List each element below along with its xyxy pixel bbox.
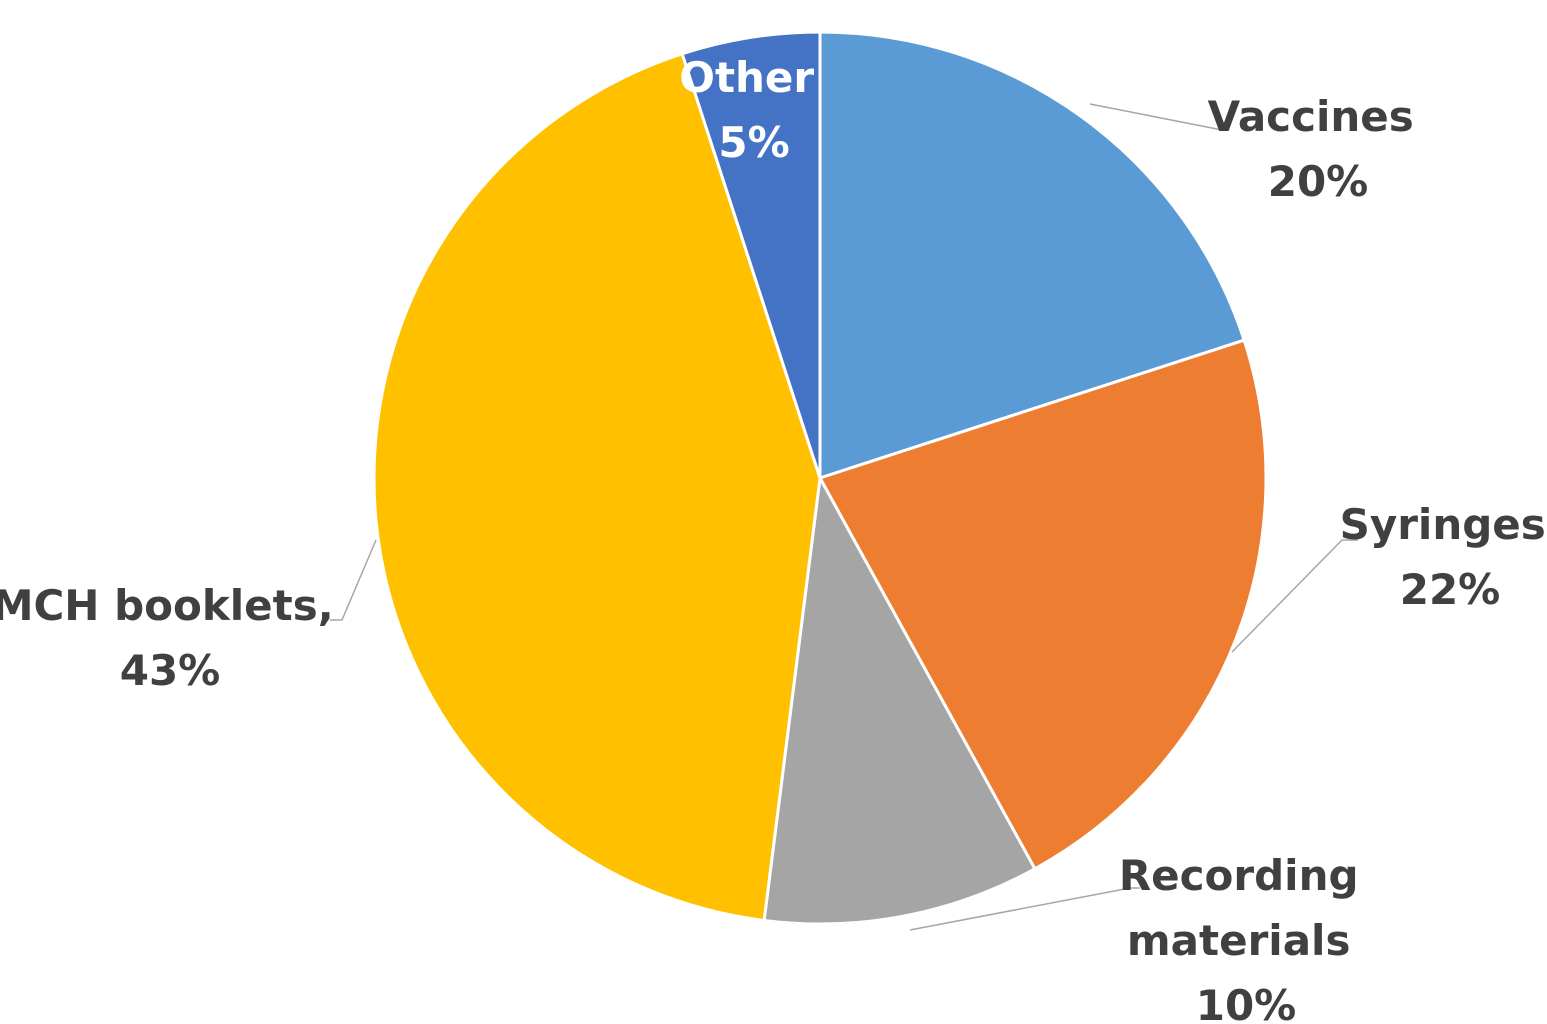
slice-label-recording-materials: Recording materials 10% [1119,851,1373,1024]
slice-label-syringes-name: Syringes [1340,500,1546,549]
slice-label-syringes-value: 22% [1400,565,1501,614]
pie-slice-recording-materials [762,473,1037,926]
slice-label-mch-booklets-value: 43% [120,646,221,695]
slice-labels: Vaccines 20% Syringes 22% Recording mate… [0,53,1547,1024]
leader-line-vaccines [1089,103,1223,131]
leader-lines [330,103,1358,931]
slice-label-other-name: Other [679,53,814,102]
leader-line-recording-materials [909,887,1140,931]
slice-label-recording-materials-line2: materials [1127,916,1351,965]
pie-slice-vaccines [818,30,1247,481]
pie-slice-other [680,30,822,479]
slice-label-vaccines-value: 20% [1268,157,1369,206]
slice-label-other-value: 5% [718,118,789,167]
slice-label-syringes: Syringes 22% [1340,500,1547,614]
slice-label-mch-booklets: MCH booklets, 43% [0,581,348,695]
pie-slice-mch-booklets [372,51,822,923]
slice-label-other: Other 5% [679,53,829,167]
slice-label-vaccines-name: Vaccines [1208,92,1414,141]
pie-slice-syringes [817,338,1268,871]
leader-line-mch-booklets [330,539,377,621]
slice-label-mch-booklets-name: MCH booklets, [0,581,334,630]
slice-label-recording-materials-value: 10% [1196,981,1297,1024]
pie-slices [372,30,1268,926]
slice-label-vaccines: Vaccines 20% [1208,92,1429,206]
slice-label-recording-materials-line1: Recording [1119,851,1359,900]
leader-line-syringes [1231,539,1358,653]
